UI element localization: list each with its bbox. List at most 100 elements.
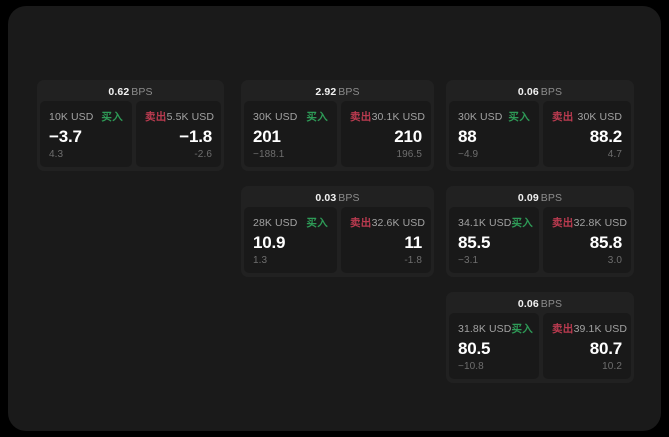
sell-size-label: 32.6K USD bbox=[371, 217, 426, 229]
buy-price: 10.9 bbox=[253, 233, 286, 252]
buy-size-label: 30K USD bbox=[253, 111, 298, 123]
card-body: 34.1K USD 买入 85.5 −3.1 卖出 32.8K USD 85.8… bbox=[449, 207, 631, 273]
spread-card[interactable]: 2.92 BPS 30K USD 买入 201 −188.1 卖出 30.1K U… bbox=[241, 80, 434, 171]
buy-panel[interactable]: 31.8K USD 买入 80.5 −10.8 bbox=[449, 313, 539, 379]
sell-price: 210 bbox=[394, 127, 422, 146]
sell-price: −1.8 bbox=[179, 127, 212, 146]
sell-delta: 4.7 bbox=[607, 149, 622, 160]
spread-card[interactable]: 0.09 BPS 34.1K USD 买入 85.5 −3.1 卖出 32.8K … bbox=[446, 186, 634, 277]
buy-tag: 买入 bbox=[306, 217, 328, 229]
spread-card[interactable]: 0.62 BPS 10K USD 买入 −3.7 4.3 卖出 5.5K USD … bbox=[37, 80, 224, 171]
sell-delta: -1.8 bbox=[404, 255, 422, 266]
buy-panel[interactable]: 34.1K USD 买入 85.5 −3.1 bbox=[449, 207, 539, 273]
buy-size-label: 31.8K USD bbox=[458, 323, 512, 335]
buy-panel[interactable]: 10K USD 买入 −3.7 4.3 bbox=[40, 101, 132, 167]
sell-size-label: 39.1K USD bbox=[573, 323, 628, 335]
sell-panel[interactable]: 卖出 32.6K USD 11 -1.8 bbox=[341, 207, 431, 273]
buy-delta: 1.3 bbox=[253, 255, 268, 266]
sell-panel[interactable]: 卖出 30.1K USD 210 196.5 bbox=[341, 101, 431, 167]
buy-size-label: 30K USD bbox=[458, 111, 503, 123]
bps-value: 0.09 bbox=[517, 192, 539, 204]
buy-panel[interactable]: 30K USD 买入 201 −188.1 bbox=[244, 101, 337, 167]
sell-panel[interactable]: 卖出 30K USD 88.2 4.7 bbox=[543, 101, 631, 167]
buy-panel-header: 28K USD 买入 bbox=[253, 215, 328, 229]
buy-delta: 4.3 bbox=[49, 149, 64, 160]
buy-size-label: 10K USD bbox=[49, 111, 94, 123]
card-header: 0.09 BPS bbox=[449, 190, 631, 207]
sell-panel[interactable]: 卖出 32.8K USD 85.8 3.0 bbox=[543, 207, 631, 273]
sell-delta: 10.2 bbox=[602, 361, 622, 372]
buy-panel[interactable]: 30K USD 买入 88 −4.9 bbox=[449, 101, 539, 167]
buy-price: −3.7 bbox=[49, 127, 82, 146]
sell-tag: 卖出 bbox=[350, 217, 372, 229]
spread-card[interactable]: 0.06 BPS 31.8K USD 买入 80.5 −10.8 卖出 39.1K… bbox=[446, 292, 634, 383]
buy-panel-header: 34.1K USD 买入 bbox=[458, 215, 534, 229]
card-header: 2.92 BPS bbox=[244, 84, 431, 101]
card-header: 0.62 BPS bbox=[40, 84, 221, 101]
sell-delta: -2.6 bbox=[194, 149, 212, 160]
bps-value: 0.06 bbox=[517, 298, 539, 310]
bps-unit-label: BPS bbox=[131, 86, 153, 98]
sell-panel-header: 卖出 30.1K USD bbox=[350, 109, 426, 123]
buy-panel[interactable]: 28K USD 买入 10.9 1.3 bbox=[244, 207, 337, 273]
sell-price: 80.7 bbox=[589, 339, 622, 358]
buy-panel-header: 31.8K USD 买入 bbox=[458, 321, 534, 335]
buy-size-label: 28K USD bbox=[253, 217, 298, 229]
sell-delta: 196.5 bbox=[396, 149, 422, 160]
card-header: 0.06 BPS bbox=[449, 296, 631, 313]
bps-unit-label: BPS bbox=[540, 298, 563, 310]
bps-unit-label: BPS bbox=[338, 86, 360, 98]
buy-delta: −3.1 bbox=[458, 255, 479, 266]
bps-value: 2.92 bbox=[315, 86, 337, 98]
bps-unit-label: BPS bbox=[338, 192, 360, 204]
buy-price: 85.5 bbox=[458, 233, 491, 252]
bps-value: 0.06 bbox=[517, 86, 539, 98]
spread-card[interactable]: 0.03 BPS 28K USD 买入 10.9 1.3 卖出 32.6K USD… bbox=[241, 186, 434, 277]
buy-panel-header: 30K USD 买入 bbox=[253, 109, 328, 123]
card-header: 0.03 BPS bbox=[244, 190, 431, 207]
card-header: 0.06 BPS bbox=[449, 84, 631, 101]
sell-price: 88.2 bbox=[589, 127, 622, 146]
sell-panel-header: 卖出 32.8K USD bbox=[552, 215, 627, 229]
buy-tag: 买入 bbox=[511, 323, 534, 335]
buy-delta: −10.8 bbox=[458, 361, 484, 372]
card-body: 10K USD 买入 −3.7 4.3 卖出 5.5K USD −1.8 -2.… bbox=[40, 101, 221, 167]
sell-panel[interactable]: 卖出 5.5K USD −1.8 -2.6 bbox=[136, 101, 221, 167]
sell-size-label: 5.5K USD bbox=[166, 111, 215, 123]
card-body: 30K USD 买入 88 −4.9 卖出 30K USD 88.2 4.7 bbox=[449, 101, 631, 167]
bps-value: 0.03 bbox=[315, 192, 337, 204]
quote-board-panel: 0.62 BPS 10K USD 买入 −3.7 4.3 卖出 5.5K USD … bbox=[8, 6, 661, 431]
buy-panel-header: 30K USD 买入 bbox=[458, 109, 530, 123]
sell-size-label: 30K USD bbox=[577, 111, 622, 123]
sell-panel-header: 卖出 5.5K USD bbox=[145, 109, 215, 123]
bps-unit-label: BPS bbox=[540, 192, 563, 204]
sell-panel[interactable]: 卖出 39.1K USD 80.7 10.2 bbox=[543, 313, 631, 379]
sell-delta: 3.0 bbox=[607, 255, 622, 266]
sell-tag: 卖出 bbox=[350, 111, 372, 123]
card-body: 28K USD 买入 10.9 1.3 卖出 32.6K USD 11 -1.8 bbox=[244, 207, 431, 273]
sell-price: 11 bbox=[404, 233, 422, 252]
sell-tag: 卖出 bbox=[145, 111, 167, 123]
sell-price: 85.8 bbox=[589, 233, 622, 252]
sell-size-label: 30.1K USD bbox=[371, 111, 426, 123]
buy-tag: 买入 bbox=[511, 217, 534, 229]
bps-unit-label: BPS bbox=[540, 86, 563, 98]
sell-panel-header: 卖出 39.1K USD bbox=[552, 321, 627, 335]
sell-panel-header: 卖出 32.6K USD bbox=[350, 215, 426, 229]
buy-price: 88 bbox=[458, 127, 477, 146]
buy-delta: −4.9 bbox=[458, 149, 479, 160]
sell-tag: 卖出 bbox=[552, 111, 574, 123]
buy-tag: 买入 bbox=[306, 111, 328, 123]
buy-tag: 买入 bbox=[508, 111, 530, 123]
card-body: 30K USD 买入 201 −188.1 卖出 30.1K USD 210 1… bbox=[244, 101, 431, 167]
card-body: 31.8K USD 买入 80.5 −10.8 卖出 39.1K USD 80.… bbox=[449, 313, 631, 379]
buy-panel-header: 10K USD 买入 bbox=[49, 109, 123, 123]
sell-tag: 卖出 bbox=[552, 217, 574, 229]
bps-value: 0.62 bbox=[108, 86, 130, 98]
buy-delta: −188.1 bbox=[253, 149, 285, 160]
spread-card[interactable]: 0.06 BPS 30K USD 买入 88 −4.9 卖出 30K USD 88… bbox=[446, 80, 634, 171]
buy-tag: 买入 bbox=[101, 111, 123, 123]
buy-price: 201 bbox=[253, 127, 281, 146]
sell-tag: 卖出 bbox=[552, 323, 574, 335]
sell-panel-header: 卖出 30K USD bbox=[552, 109, 622, 123]
